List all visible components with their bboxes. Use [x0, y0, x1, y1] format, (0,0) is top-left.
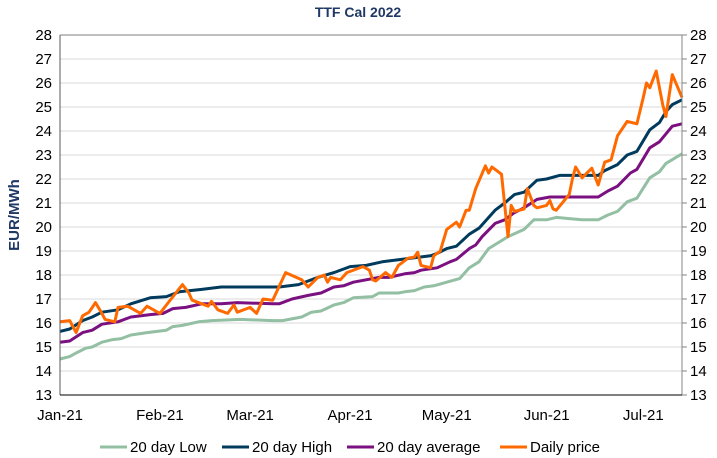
y-axis-label: EUR/MWh: [6, 179, 23, 251]
y-tick-label: 23: [35, 147, 52, 164]
x-tick-label: Jun-21: [524, 407, 570, 424]
x-tick-label: Jul-21: [623, 407, 664, 424]
gridlines: [60, 58, 682, 372]
y-tick-label: 15: [35, 339, 52, 356]
x-axis: Jan-21 Feb-21 Mar-21 Apr-21 May-21 Jun-21 Jul-…: [37, 407, 664, 424]
y-tick-label-right: 19: [690, 243, 707, 260]
y-tick-label: 17: [35, 291, 52, 308]
y-axis-right: 13 14 15 16 17 18 19 20 21 22 23 24 25 26 27 28: [682, 27, 707, 404]
y-tick-label-right: 15: [690, 339, 707, 356]
legend-label: 20 day average: [377, 439, 480, 456]
legend-label: Daily price: [530, 439, 600, 456]
y-tick-label-right: 27: [690, 51, 707, 68]
y-axis-left: 13 14 15 16 17 18 19 20 21 22 23 24 25 26 27 28: [35, 27, 52, 404]
y-tick-label-right: 28: [690, 27, 707, 44]
y-tick-label-right: 21: [690, 195, 707, 212]
y-tick-label: 27: [35, 51, 52, 68]
y-tick-label-right: 17: [690, 291, 707, 308]
y-tick-label: 20: [35, 219, 52, 236]
plot-frame: [59, 34, 683, 396]
y-tick-label: 22: [35, 171, 52, 188]
y-tick-label-right: 16: [690, 315, 707, 332]
y-tick-label-right: 20: [690, 219, 707, 236]
y-tick-label-right: 23: [690, 147, 707, 164]
y-tick-label-right: 13: [690, 387, 707, 404]
series-line-daily-price: [59, 69, 684, 335]
legend-label: 20 day High: [252, 439, 332, 456]
legend-label: 20 day Low: [130, 439, 207, 456]
series-line-20-day-average: [59, 122, 683, 344]
series-lines: [59, 69, 684, 361]
y-tick-label: 24: [35, 123, 52, 140]
y-tick-label: 14: [35, 363, 52, 380]
y-tick-label: 25: [35, 99, 52, 116]
y-tick-label: 26: [35, 75, 52, 92]
x-tick-label: Mar-21: [226, 407, 274, 424]
x-tick-label: May-21: [422, 407, 472, 424]
x-tick-label: Apr-21: [328, 407, 373, 424]
y-tick-label-right: 14: [690, 363, 707, 380]
y-tick-label-right: 24: [690, 123, 707, 140]
y-tick-label-right: 18: [690, 267, 707, 284]
y-tick-label: 18: [35, 267, 52, 284]
y-tick-label: 13: [35, 387, 52, 404]
y-tick-label-right: 25: [690, 99, 707, 116]
y-tick-label: 19: [35, 243, 52, 260]
y-tick-label: 28: [35, 27, 52, 44]
chart-title: TTF Cal 2022: [315, 4, 402, 20]
y-tick-label-right: 22: [690, 171, 707, 188]
y-tick-label-right: 26: [690, 75, 707, 92]
y-tick-label: 21: [35, 195, 52, 212]
x-tick-label: Feb-21: [136, 407, 184, 424]
legend: 20 day Low 20 day High 20 day average Daily…: [100, 439, 600, 456]
y-tick-label: 16: [35, 315, 52, 332]
series-line-20-day-low: [59, 152, 683, 361]
x-tick-label: Jan-21: [37, 407, 83, 424]
